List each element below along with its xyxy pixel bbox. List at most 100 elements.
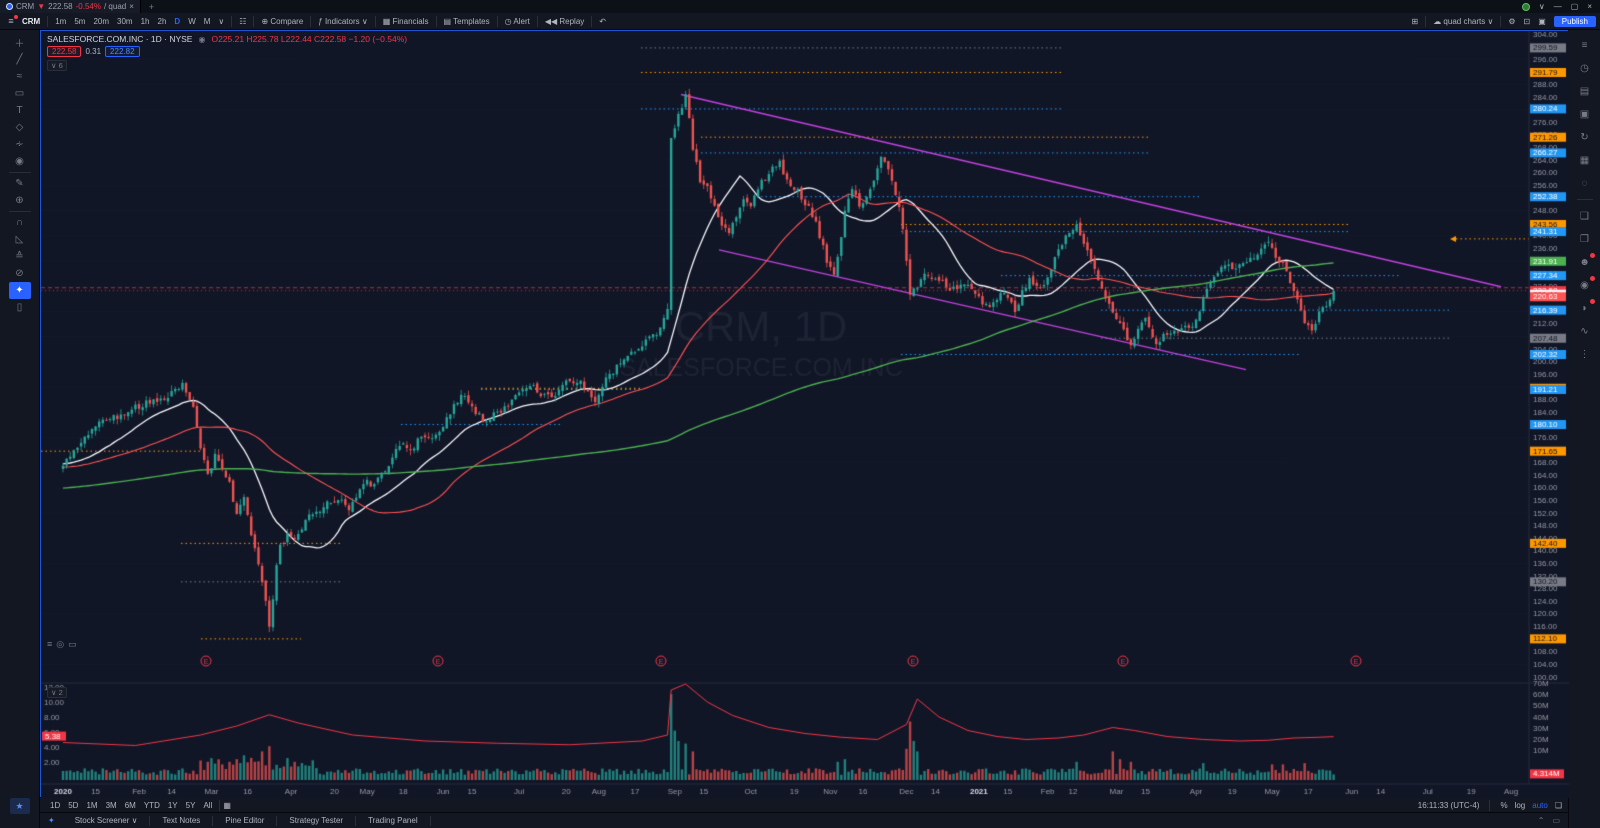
panel-tab-1[interactable]: Text Notes bbox=[150, 815, 214, 826]
measure-tool-icon[interactable]: ◺ bbox=[15, 234, 24, 245]
active-drawing-tool-icon[interactable]: ✦ bbox=[8, 282, 31, 299]
trend-line-tool-icon[interactable]: ╱ bbox=[16, 54, 23, 65]
window-close-button[interactable]: × bbox=[1587, 2, 1592, 11]
window-minimize-button[interactable]: — bbox=[1553, 2, 1562, 11]
range-button-all[interactable]: All bbox=[203, 800, 213, 810]
volume-pane-collapse-chip[interactable]: ∨ 2 bbox=[47, 687, 67, 698]
ideas-icon[interactable]: ◌ bbox=[1581, 177, 1588, 189]
pane-quick-icon-2[interactable]: ▭ bbox=[68, 639, 77, 649]
range-button-3m[interactable]: 3M bbox=[105, 800, 117, 810]
ideas-stream-icon[interactable]: ∿ bbox=[1580, 325, 1589, 337]
account-caret-icon[interactable]: ∨ bbox=[1538, 2, 1545, 11]
replay-button[interactable]: ◀◀ Replay bbox=[544, 16, 585, 26]
templates-button[interactable]: ▤ Templates bbox=[443, 16, 490, 26]
fullscreen-icon[interactable]: ⊡ bbox=[1523, 16, 1531, 26]
public-chat-icon[interactable]: ❒ bbox=[1580, 233, 1589, 245]
panel-tab-2[interactable]: Pine Editor bbox=[213, 815, 278, 826]
undo-button[interactable]: ↶ bbox=[599, 16, 606, 26]
price-chart-canvas[interactable] bbox=[41, 31, 1569, 798]
user-avatar[interactable] bbox=[1521, 2, 1530, 11]
news-icon[interactable]: ▤ bbox=[1579, 85, 1590, 97]
shapes-tool-icon[interactable]: ▭ bbox=[14, 88, 25, 99]
indicators-collapse-chip[interactable]: ∨ 6 bbox=[47, 60, 67, 71]
legend-symbol-title[interactable]: SALESFORCE.COM.INC · 1D · NYSE bbox=[47, 34, 193, 44]
compare-button[interactable]: ⊕ Compare bbox=[261, 16, 304, 26]
panel-layout-icon[interactable]: ▭ bbox=[1552, 816, 1560, 825]
interval-caret-icon[interactable]: ∨ bbox=[218, 16, 225, 26]
sell-button[interactable]: 222.58 bbox=[47, 46, 82, 57]
chart-type-icon[interactable]: ☷ bbox=[239, 16, 247, 26]
clock-label[interactable]: 16:11:33 (UTC-4) bbox=[1417, 800, 1480, 810]
calendar-icon[interactable]: ▦ bbox=[1579, 154, 1590, 166]
range-button-5d[interactable]: 5D bbox=[68, 800, 79, 810]
range-button-ytd[interactable]: YTD bbox=[143, 800, 160, 810]
watchlist-icon[interactable]: ≡ bbox=[1581, 39, 1588, 51]
people-icon[interactable]: ☻ bbox=[1577, 253, 1595, 269]
legend-eye-icon[interactable]: ◉ bbox=[198, 34, 206, 44]
object-tree-icon[interactable]: ▣ bbox=[1579, 108, 1590, 120]
lock-tool-icon[interactable]: ≙ bbox=[15, 251, 24, 262]
zoom-in-tool-icon[interactable]: ⊕ bbox=[15, 195, 24, 206]
browser-tab[interactable]: CRM ▼ 222.58 -0.54% / quad × bbox=[0, 0, 141, 13]
settings-gear-icon[interactable]: ⚙ bbox=[1508, 16, 1516, 26]
notifications-bell-icon[interactable]: ◗ bbox=[1577, 299, 1595, 315]
hamburger-menu-icon[interactable]: ≡ bbox=[4, 15, 18, 26]
chart-pane[interactable]: SALESFORCE.COM.INC · 1D · NYSE ◉ O225.21… bbox=[40, 30, 1569, 798]
window-restore-button[interactable]: ▢ bbox=[1570, 2, 1579, 11]
alerts-clock-icon[interactable]: ◷ bbox=[1580, 62, 1589, 74]
interval-button-30m[interactable]: 30m bbox=[117, 16, 133, 26]
range-button-1d[interactable]: 1D bbox=[50, 800, 61, 810]
private-chat-icon[interactable]: ❑ bbox=[1580, 210, 1589, 222]
panel-tab-3[interactable]: Strategy Tester bbox=[277, 815, 357, 826]
range-button-6m[interactable]: 6M bbox=[124, 800, 136, 810]
more-icon[interactable]: ⋮ bbox=[1579, 348, 1590, 360]
pane-quick-icon-1[interactable]: ◎ bbox=[56, 639, 65, 649]
panel-tab-0[interactable]: Stock Screener ∨ bbox=[63, 815, 151, 826]
chat-quick-icon[interactable]: ✦ bbox=[48, 816, 55, 825]
streams-icon[interactable]: ◉ bbox=[1577, 276, 1595, 292]
range-button-1y[interactable]: 1Y bbox=[167, 800, 178, 810]
interval-button-5m[interactable]: 5m bbox=[74, 16, 86, 26]
interval-button-D[interactable]: D bbox=[174, 16, 181, 26]
panel-tab-list: Stock Screener ∨ Text Notes Pine Editor Str… bbox=[63, 815, 431, 826]
hotlists-icon[interactable]: ↻ bbox=[1580, 131, 1589, 143]
gann-fib-tool-icon[interactable]: ≈ bbox=[16, 71, 23, 82]
magnet-tool-icon[interactable]: ∩ bbox=[15, 217, 24, 228]
range-button-1m[interactable]: 1M bbox=[86, 800, 98, 810]
hide-all-tool-icon[interactable]: ⊘ bbox=[15, 268, 24, 279]
interval-button-M[interactable]: M bbox=[203, 16, 211, 26]
interval-button-1h[interactable]: 1h bbox=[140, 16, 150, 26]
pane-quick-icon-0[interactable]: ≡ bbox=[47, 639, 53, 649]
buy-button[interactable]: 222.82 bbox=[105, 46, 140, 57]
percent-scale-button[interactable]: % bbox=[1500, 800, 1508, 810]
publish-button[interactable]: Publish bbox=[1553, 15, 1596, 27]
interval-button-2h[interactable]: 2h bbox=[157, 16, 167, 26]
layout-name-button[interactable]: ☁ quad charts ∨ bbox=[1433, 16, 1494, 26]
maximize-pane-icon[interactable]: ❏ bbox=[1554, 800, 1562, 810]
remove-drawings-trash-icon[interactable]: ▯ bbox=[16, 302, 23, 313]
financials-button[interactable]: ▦ Financials bbox=[382, 16, 429, 26]
log-scale-button[interactable]: log bbox=[1514, 800, 1526, 810]
favorites-star-icon[interactable]: ★ bbox=[9, 798, 30, 814]
symbol-search-button[interactable]: CRM bbox=[22, 16, 41, 26]
collapse-panel-icon[interactable]: ⌃ bbox=[1537, 816, 1545, 825]
indicators-button[interactable]: ƒ Indicators ∨ bbox=[318, 16, 368, 26]
text-tool-icon[interactable]: T bbox=[16, 105, 23, 116]
brush-tool-icon[interactable]: ✎ bbox=[15, 178, 24, 189]
crosshair-tool-icon[interactable]: ＋ bbox=[14, 39, 25, 50]
panel-tab-4[interactable]: Trading Panel bbox=[356, 815, 431, 826]
layout-grid-icon[interactable]: ⊞ bbox=[1411, 16, 1419, 26]
forecast-tool-icon[interactable]: ∻ bbox=[15, 139, 24, 150]
hide-drawings-eye-icon[interactable]: ◉ bbox=[15, 156, 24, 167]
interval-button-W[interactable]: W bbox=[188, 16, 196, 26]
auto-scale-button[interactable]: auto bbox=[1532, 800, 1548, 810]
alert-button[interactable]: ◷ Alert bbox=[504, 16, 530, 26]
interval-button-20m[interactable]: 20m bbox=[93, 16, 110, 26]
tab-close-icon[interactable]: × bbox=[129, 2, 134, 11]
range-button-5y[interactable]: 5Y bbox=[185, 800, 196, 810]
new-tab-button[interactable]: + bbox=[148, 1, 155, 12]
go-to-date-icon[interactable]: ▦ bbox=[223, 800, 231, 810]
interval-button-1m[interactable]: 1m bbox=[55, 16, 67, 26]
snapshot-camera-icon[interactable]: ▣ bbox=[1538, 16, 1546, 26]
pattern-tool-icon[interactable]: ◇ bbox=[15, 122, 24, 133]
